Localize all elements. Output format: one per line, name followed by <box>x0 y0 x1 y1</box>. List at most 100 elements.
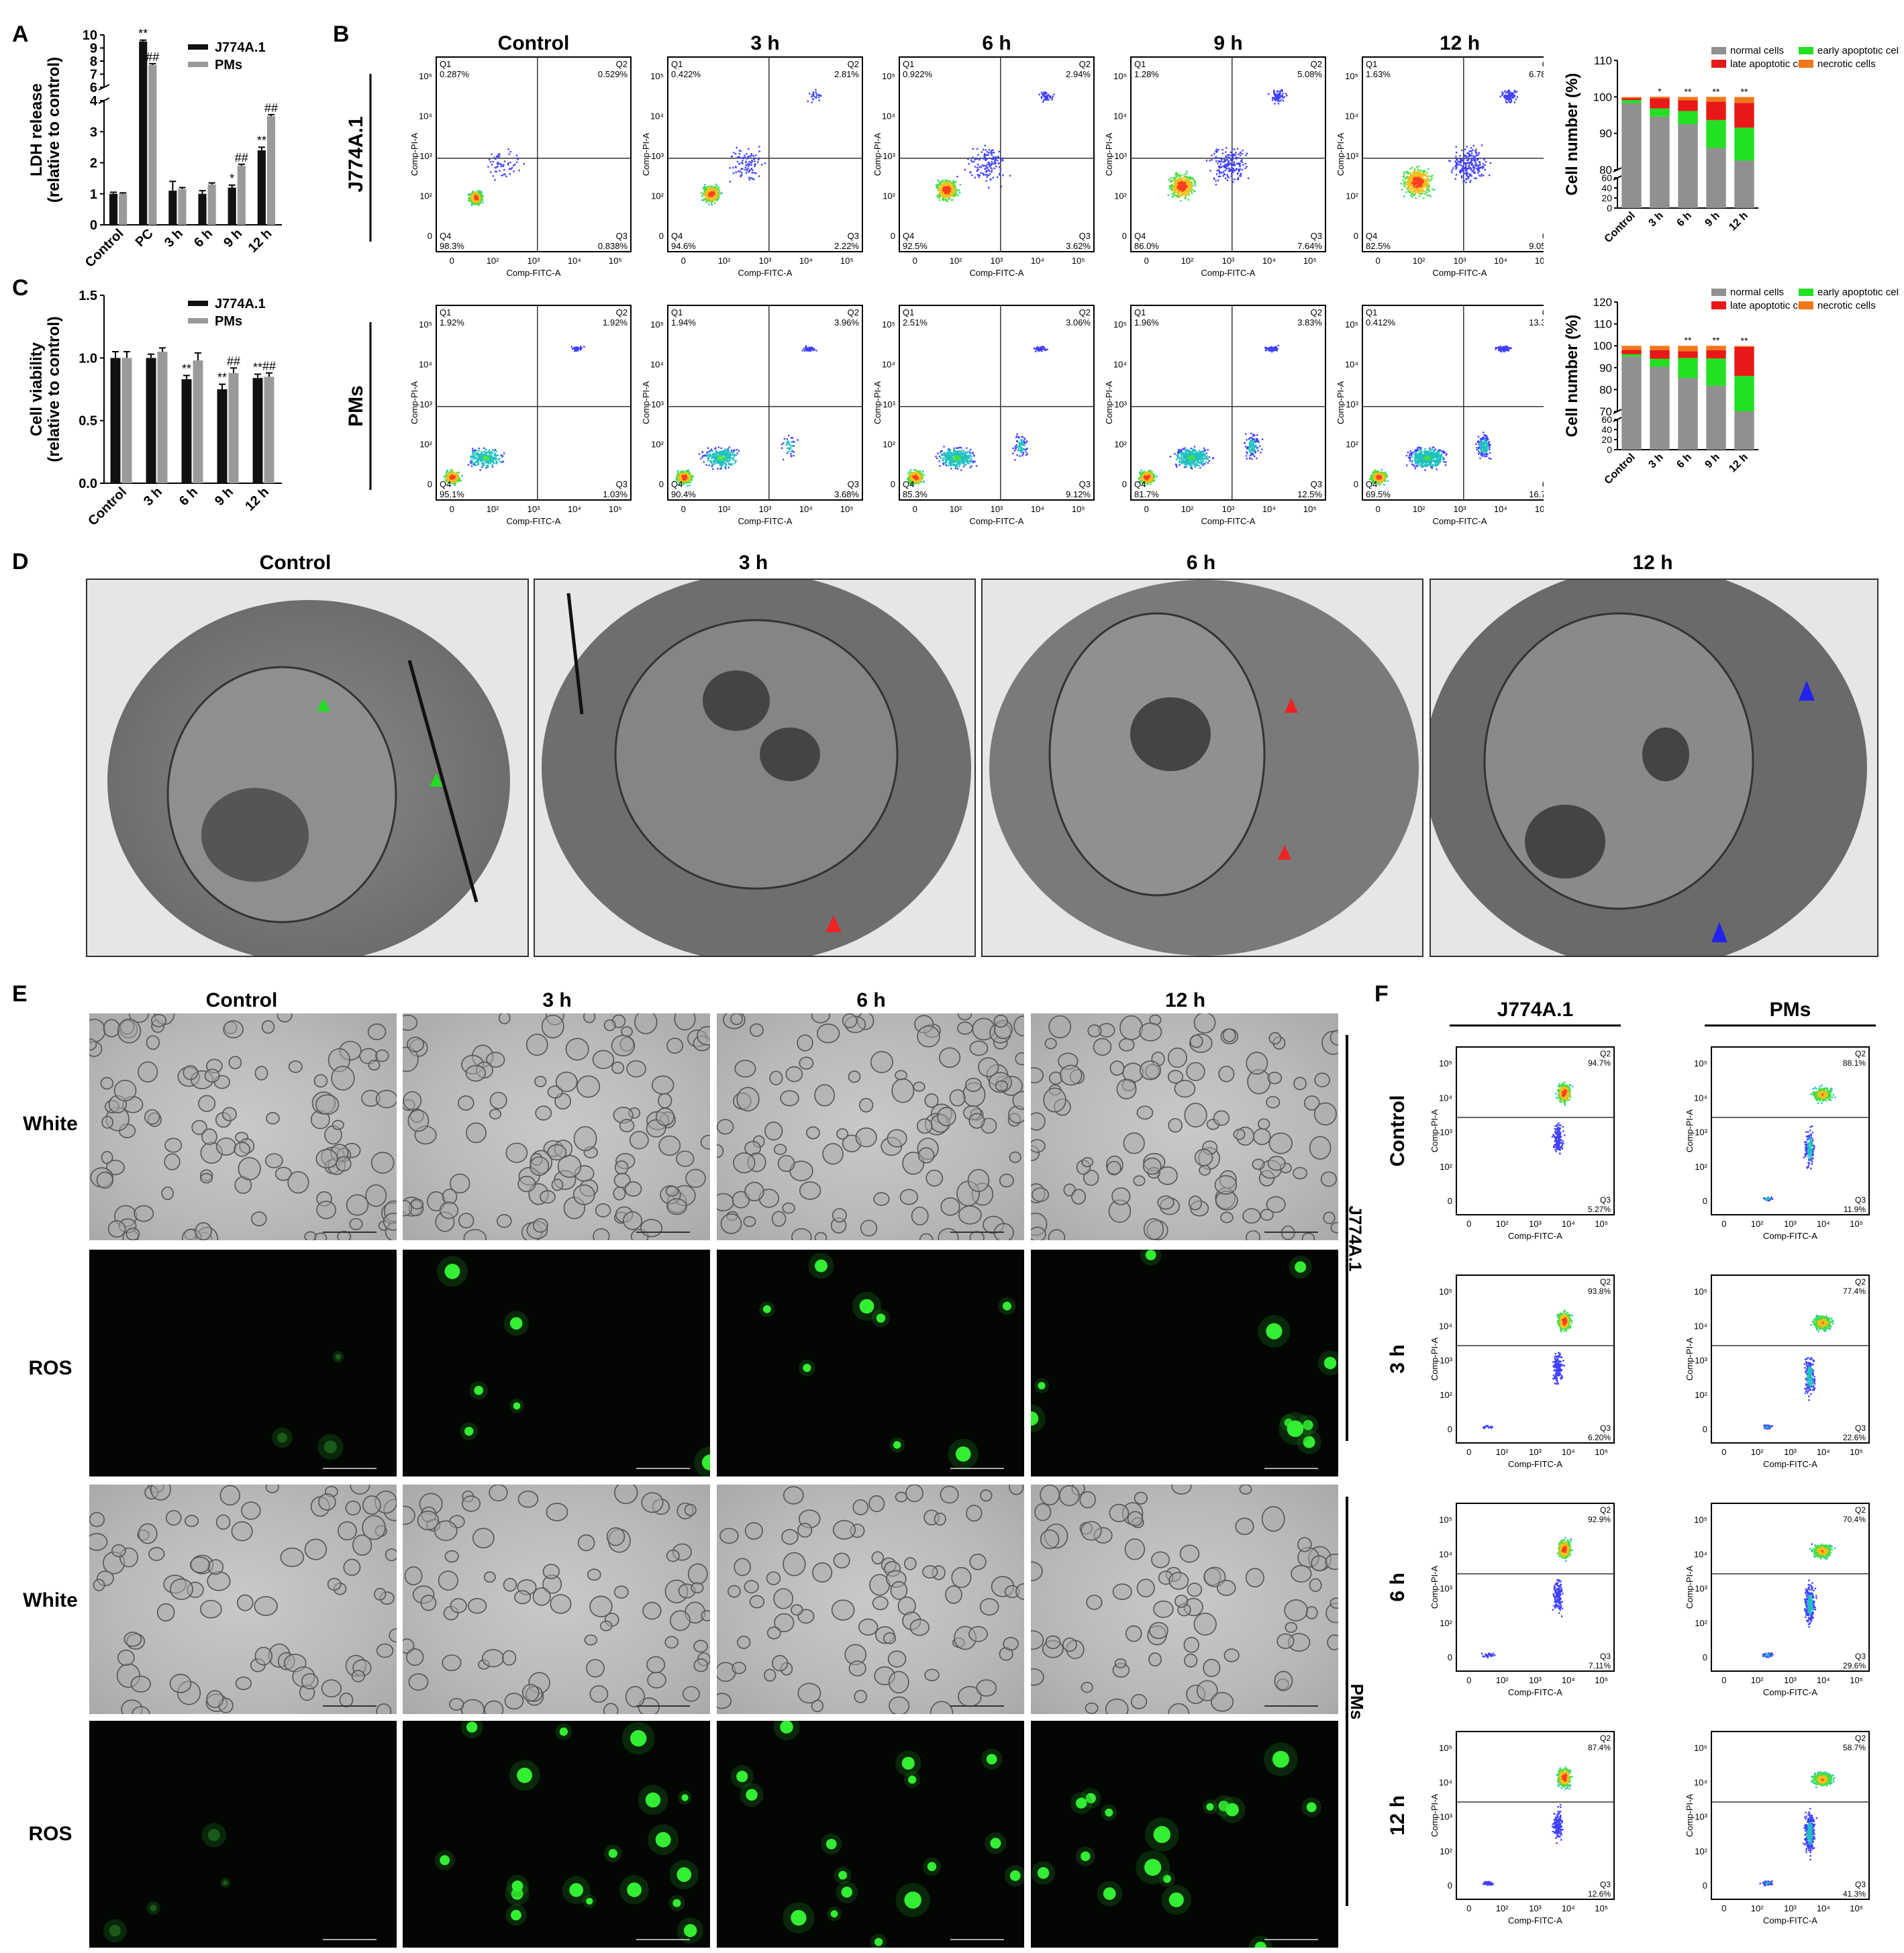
stack-necrotic-2 <box>1678 346 1698 352</box>
quadrant-value: 1.94% <box>671 317 696 328</box>
quadrant-label: Q3 <box>1542 479 1544 489</box>
stack-early-3 <box>1706 358 1726 386</box>
quadrant-value: 3.96% <box>834 317 859 328</box>
stack-normal-1 <box>1650 366 1670 450</box>
y-tick-label: 10² <box>419 439 432 449</box>
quadrant-label: Q1 <box>903 307 914 317</box>
quadrant-value: 0.922% <box>903 69 933 79</box>
quadrant-value: 2.81% <box>834 69 859 79</box>
y-tick-label: 10⁴ <box>650 359 664 369</box>
x-tick-label: 10³ <box>1784 1447 1797 1457</box>
x-tick-label: 10⁵ <box>609 504 622 514</box>
y-tick-label: 10² <box>1695 1846 1707 1856</box>
stack-late-1 <box>1650 350 1670 359</box>
x-axis-label: Comp-FITC-A <box>738 268 793 278</box>
x-tick-label: 10³ <box>1529 1675 1542 1685</box>
quadrant-label: Q3 <box>1855 1652 1866 1661</box>
y-axis-label: Comp-PI-A <box>1685 1109 1695 1153</box>
panel-label-c: C <box>12 275 29 301</box>
y-tick-label: 10⁵ <box>1113 319 1127 330</box>
quadrant-value: 77.4% <box>1843 1287 1866 1296</box>
y-tick-label: 110 <box>1594 54 1612 67</box>
quadrant-value: 3.06% <box>1066 317 1091 328</box>
y-tick-label: 10⁵ <box>650 319 664 330</box>
stack-late-4 <box>1734 103 1754 128</box>
y-tick-label: 10⁴ <box>1694 1093 1707 1103</box>
ros-fluorescence-image-3-3 <box>1031 1721 1338 1948</box>
stack-early-4 <box>1734 376 1754 411</box>
x-tick-label: 9 h <box>1703 210 1721 229</box>
quadrant-label: Q2 <box>1600 1734 1611 1743</box>
significance-mark: ## <box>235 151 248 164</box>
brightfield-image-0-0 <box>89 1013 397 1240</box>
y-tick-label: 10⁵ <box>1345 319 1358 330</box>
quadrant-label: Q1 <box>1134 59 1146 69</box>
quadrant-value: 3.83% <box>1297 317 1322 328</box>
quadrant-label: Q4 <box>903 231 914 241</box>
quadrant-value: 3.62% <box>1066 241 1091 251</box>
x-tick-label: 10² <box>1181 256 1194 266</box>
quadrant-value: 82.5% <box>1366 241 1391 251</box>
y-tick-label: 7 <box>90 68 97 83</box>
quadrant-value: 29.6% <box>1843 1661 1866 1670</box>
quadrant-value: 6.20% <box>1588 1433 1611 1442</box>
stack-normal-2 <box>1678 124 1698 208</box>
y-tick-label: 60 <box>1601 414 1612 425</box>
e-row-label-white-1: White <box>23 1113 78 1135</box>
d-title-control: Control <box>259 552 332 574</box>
x-tick-label: 10⁴ <box>1817 1675 1830 1685</box>
bracket-label-j774a1: J774A.1 <box>1345 1205 1366 1272</box>
quadrant-value: 88.1% <box>1843 1058 1866 1068</box>
y-tick-label: 0 <box>1122 479 1127 489</box>
d-title-6h: 6 h <box>1186 552 1216 574</box>
significance-mark: ## <box>264 101 278 115</box>
y-tick-label: 10⁴ <box>1439 1549 1452 1559</box>
y-tick-label: 1 <box>90 187 97 202</box>
x-tick-label: 10⁴ <box>568 256 581 266</box>
x-tick-label: 10⁵ <box>840 256 854 266</box>
y-tick-label: 10⁵ <box>650 71 664 81</box>
y-tick-label: 10² <box>651 191 664 201</box>
quadrant-label: Q3 <box>616 231 628 241</box>
x-tick-label: 6 h <box>1674 452 1693 470</box>
quadrant-value: 1.92% <box>603 317 628 328</box>
quadrant-value: 7.64% <box>1297 241 1322 251</box>
f-row-label: 6 h <box>1387 1572 1409 1601</box>
bracket-j774a1 <box>1346 1035 1348 1441</box>
quadrant-value: 1.28% <box>1134 69 1159 79</box>
quadrant-label: Q3 <box>1079 479 1091 489</box>
ros-fluorescence-image-1-1 <box>403 1250 710 1476</box>
quadrant-label: Q2 <box>1079 59 1091 69</box>
x-tick-label: 10⁴ <box>1817 1447 1830 1457</box>
y-tick-label: 10⁵ <box>1439 1743 1452 1753</box>
y-axis-label: Comp-PI-A <box>409 381 419 425</box>
quadrant-value: 7.11% <box>1589 1661 1611 1670</box>
y-tick-label: 0 <box>1607 444 1612 455</box>
quadrant-value: 0.287% <box>440 69 470 79</box>
x-tick-label: 10² <box>1751 1675 1764 1685</box>
x-tick-label: 10² <box>1496 1903 1509 1913</box>
stack-early-3 <box>1706 119 1726 148</box>
x-tick-label: 0 <box>450 256 454 266</box>
y-tick-label: 10³ <box>1695 1128 1707 1138</box>
significance-mark: ** <box>1713 86 1720 97</box>
x-tick-label: 10⁴ <box>1562 1447 1575 1457</box>
quadrant-label: Q2 <box>1600 1277 1611 1287</box>
quadrant-value: 2.94% <box>1066 69 1091 79</box>
quadrant-label: Q3 <box>1600 1652 1611 1661</box>
x-tick-label: 10⁴ <box>799 504 813 514</box>
y-tick-label: 10⁴ <box>882 359 895 369</box>
e-row-label-ros-1: ROS <box>28 1357 72 1379</box>
y-axis-label: Comp-PI-A <box>641 133 651 177</box>
y-tick-label: 0.5 <box>79 414 97 429</box>
quadrant-label: Q2 <box>1855 1049 1866 1058</box>
y-axis-label: Comp-PI-A <box>1685 1794 1695 1838</box>
y-axis-label: Comp-PI-A <box>872 133 883 177</box>
legend-swatch <box>1799 60 1813 68</box>
brightfield-image-2-0 <box>89 1485 397 1714</box>
y-tick-label: 0 <box>1448 1196 1452 1206</box>
y-axis-label: (relative to control) <box>45 316 63 462</box>
